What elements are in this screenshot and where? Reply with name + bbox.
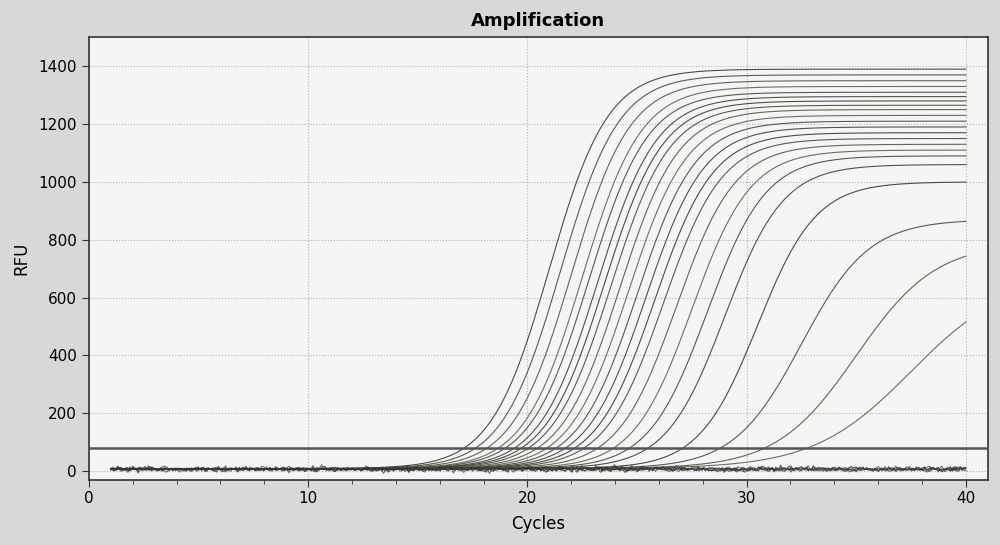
X-axis label: Cycles: Cycles [511, 515, 565, 533]
Title: Amplification: Amplification [471, 12, 605, 30]
Y-axis label: RFU: RFU [12, 242, 30, 275]
